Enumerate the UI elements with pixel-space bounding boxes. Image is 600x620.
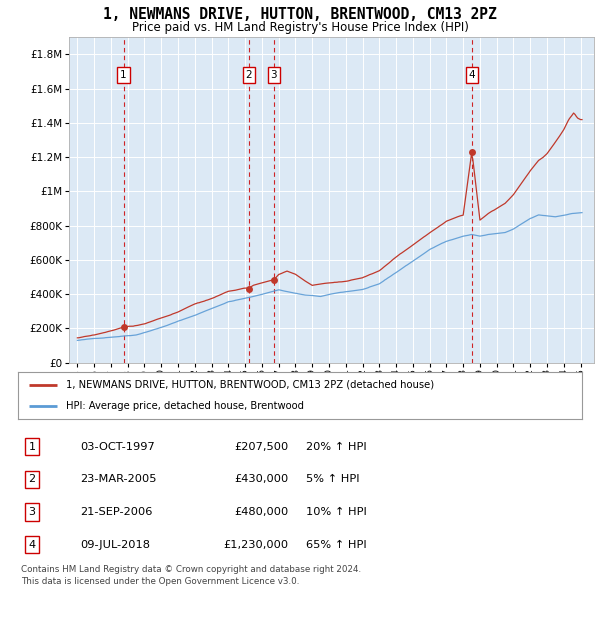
Text: £207,500: £207,500 xyxy=(235,441,289,451)
Text: 1: 1 xyxy=(29,441,35,451)
Text: £430,000: £430,000 xyxy=(235,474,289,484)
Text: 21-SEP-2006: 21-SEP-2006 xyxy=(80,507,152,517)
Text: £1,230,000: £1,230,000 xyxy=(224,540,289,550)
Text: 1: 1 xyxy=(120,70,127,80)
Text: 03-OCT-1997: 03-OCT-1997 xyxy=(80,441,155,451)
Text: Price paid vs. HM Land Registry's House Price Index (HPI): Price paid vs. HM Land Registry's House … xyxy=(131,21,469,34)
Text: 10% ↑ HPI: 10% ↑ HPI xyxy=(305,507,367,517)
Text: 20% ↑ HPI: 20% ↑ HPI xyxy=(305,441,367,451)
Text: Contains HM Land Registry data © Crown copyright and database right 2024.
This d: Contains HM Land Registry data © Crown c… xyxy=(21,565,361,587)
Text: £480,000: £480,000 xyxy=(235,507,289,517)
Text: 3: 3 xyxy=(29,507,35,517)
Text: HPI: Average price, detached house, Brentwood: HPI: Average price, detached house, Bren… xyxy=(66,401,304,411)
Text: 1, NEWMANS DRIVE, HUTTON, BRENTWOOD, CM13 2PZ: 1, NEWMANS DRIVE, HUTTON, BRENTWOOD, CM1… xyxy=(103,7,497,22)
Text: 65% ↑ HPI: 65% ↑ HPI xyxy=(305,540,367,550)
Text: 2: 2 xyxy=(245,70,252,80)
Text: 1, NEWMANS DRIVE, HUTTON, BRENTWOOD, CM13 2PZ (detached house): 1, NEWMANS DRIVE, HUTTON, BRENTWOOD, CM1… xyxy=(66,379,434,389)
Text: 5% ↑ HPI: 5% ↑ HPI xyxy=(305,474,359,484)
Text: 2: 2 xyxy=(29,474,35,484)
Text: 3: 3 xyxy=(271,70,277,80)
Text: 23-MAR-2005: 23-MAR-2005 xyxy=(80,474,157,484)
Text: 09-JUL-2018: 09-JUL-2018 xyxy=(80,540,150,550)
Text: 4: 4 xyxy=(469,70,475,80)
Text: 4: 4 xyxy=(29,540,35,550)
